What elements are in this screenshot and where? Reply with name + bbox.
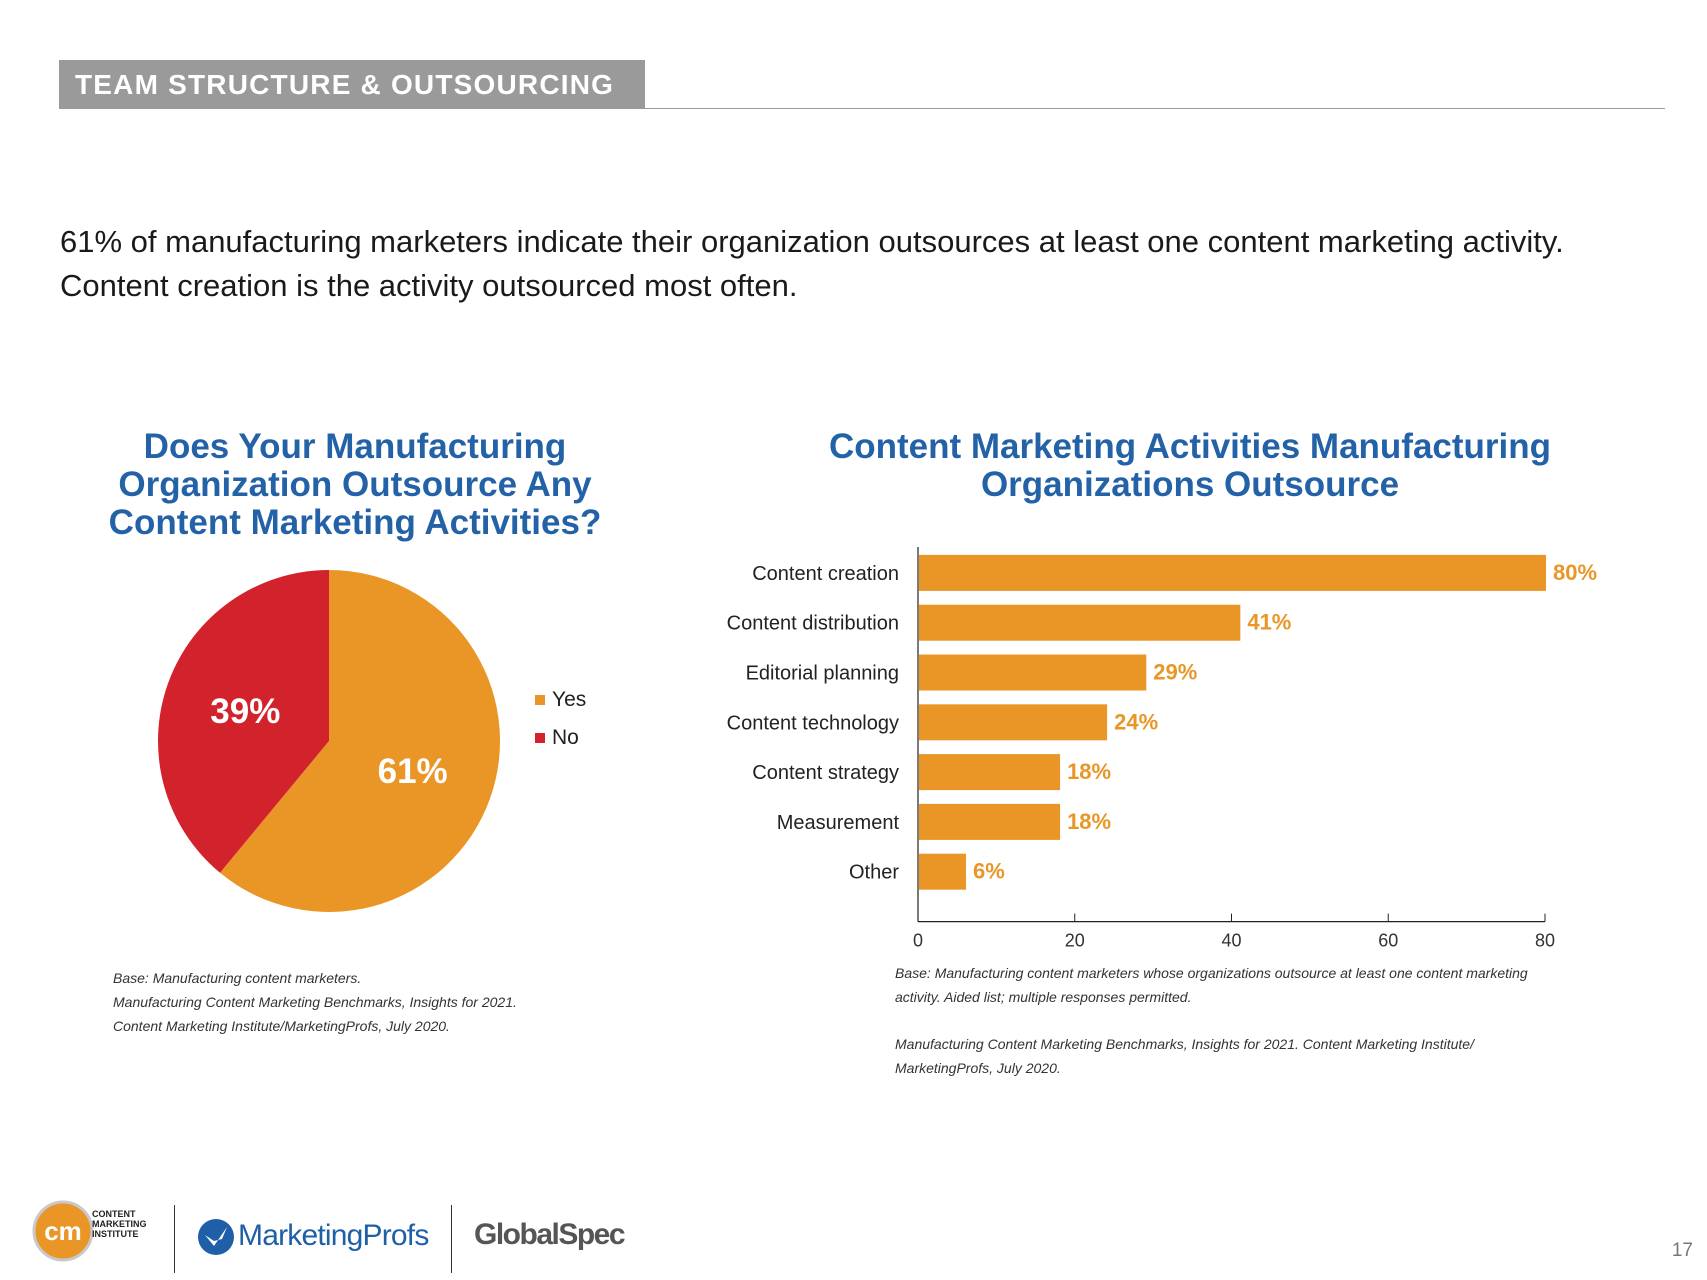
bar-chart-title: Content Marketing Activities Manufacturi… bbox=[790, 428, 1590, 504]
pie-title-line-1: Does Your Manufacturing bbox=[143, 427, 567, 466]
category-label: Content creation bbox=[752, 563, 899, 585]
pie-label-no: 39% bbox=[210, 692, 280, 731]
marketingprofs-logo: MarketingProfs bbox=[196, 1215, 436, 1259]
pie-note-line-1: Base: Manufacturing content marketers. bbox=[113, 970, 362, 986]
bar-value-label: 80% bbox=[1553, 560, 1597, 585]
bar-content-distribution bbox=[919, 604, 1241, 641]
category-label: Content distribution bbox=[727, 613, 899, 635]
legend-label-yes: Yes bbox=[552, 688, 586, 711]
globalspec-logo: GlobalSpec bbox=[474, 1218, 626, 1252]
bar-value-label: 6% bbox=[973, 859, 1005, 884]
category-label: Content strategy bbox=[752, 762, 899, 784]
pie-note-line-3: Content Marketing Institute/MarketingPro… bbox=[113, 1018, 450, 1034]
cmi-text-3: INSTITUTE bbox=[92, 1229, 139, 1239]
cmi-text-1: CONTENT bbox=[92, 1209, 136, 1219]
pie-label-yes: 61% bbox=[378, 752, 448, 791]
globalspec-text: GlobalSpec bbox=[474, 1218, 626, 1251]
category-label: Content technology bbox=[727, 712, 899, 734]
cmi-initials: cm bbox=[44, 1216, 82, 1246]
legend-swatch-no bbox=[535, 733, 545, 743]
legend-swatch-yes bbox=[535, 695, 545, 705]
marketingprofs-text: MarketingProfs bbox=[238, 1219, 429, 1252]
pie-title-line-2: Organization Outsource Any bbox=[118, 465, 592, 504]
bar-note-line-2: activity. Aided list; multiple responses… bbox=[895, 989, 1192, 1005]
bar-content-strategy bbox=[919, 754, 1061, 791]
cmi-text-2: MARKETING bbox=[92, 1219, 147, 1229]
bar-value-label: 41% bbox=[1247, 610, 1291, 635]
bar-other bbox=[919, 853, 967, 890]
pie-slice-no bbox=[158, 570, 329, 873]
bar-value-label: 29% bbox=[1153, 660, 1197, 685]
marketingprofs-bird-icon bbox=[198, 1219, 234, 1255]
x-tick-label: 60 bbox=[1378, 931, 1398, 951]
bar-measurement bbox=[919, 803, 1061, 840]
bar-note-line-3: Manufacturing Content Marketing Benchmar… bbox=[895, 1036, 1474, 1052]
bar-note-line-4: MarketingProfs, July 2020. bbox=[895, 1060, 1061, 1076]
x-tick-label: 80 bbox=[1535, 931, 1555, 951]
pie-chart-title: Does Your Manufacturing Organization Out… bbox=[90, 428, 620, 542]
x-tick-label: 20 bbox=[1065, 931, 1085, 951]
section-title: TEAM STRUCTURE & OUTSOURCING bbox=[59, 60, 645, 109]
bar-source-note: Base: Manufacturing content marketers wh… bbox=[895, 961, 1655, 1080]
bar-content-creation bbox=[919, 554, 1546, 591]
cmi-logo-mark: cm bbox=[32, 1200, 94, 1262]
pie-slice-yes bbox=[220, 570, 501, 912]
footer-divider-2 bbox=[451, 1205, 452, 1273]
lead-text: 61% of manufacturing marketers indicate … bbox=[60, 220, 1660, 308]
bar-value-label: 18% bbox=[1067, 759, 1111, 784]
bar-editorial-planning bbox=[919, 654, 1147, 691]
category-label: Editorial planning bbox=[746, 663, 899, 685]
bar-title-line-1: Content Marketing Activities Manufacturi… bbox=[828, 427, 1552, 466]
bar-note-line-1: Base: Manufacturing content marketers wh… bbox=[895, 965, 1528, 981]
legend-label-no: No bbox=[552, 726, 579, 749]
x-tick-label: 0 bbox=[913, 931, 923, 951]
footer-divider-1 bbox=[174, 1205, 175, 1273]
pie-title-line-3: Content Marketing Activities? bbox=[108, 503, 602, 542]
x-tick-label: 40 bbox=[1221, 931, 1241, 951]
pie-source-note: Base: Manufacturing content marketers. M… bbox=[113, 966, 673, 1038]
bar-content-technology bbox=[919, 704, 1108, 741]
bar-value-label: 18% bbox=[1067, 809, 1111, 834]
category-label: Measurement bbox=[777, 812, 900, 834]
cmi-logo: cm CONTENT MARKETING INSTITUTE bbox=[32, 1200, 152, 1262]
lead-line-2: Content creation is the activity outsour… bbox=[60, 268, 798, 303]
bar-title-line-2: Organizations Outsource bbox=[980, 465, 1400, 504]
header-rule bbox=[59, 108, 1665, 109]
bar-value-label: 24% bbox=[1114, 709, 1158, 734]
lead-line-1: 61% of manufacturing marketers indicate … bbox=[60, 224, 1564, 259]
pie-note-line-2: Manufacturing Content Marketing Benchmar… bbox=[113, 994, 517, 1010]
category-label: Other bbox=[849, 862, 899, 884]
page-number: 17 bbox=[1671, 1240, 1693, 1261]
